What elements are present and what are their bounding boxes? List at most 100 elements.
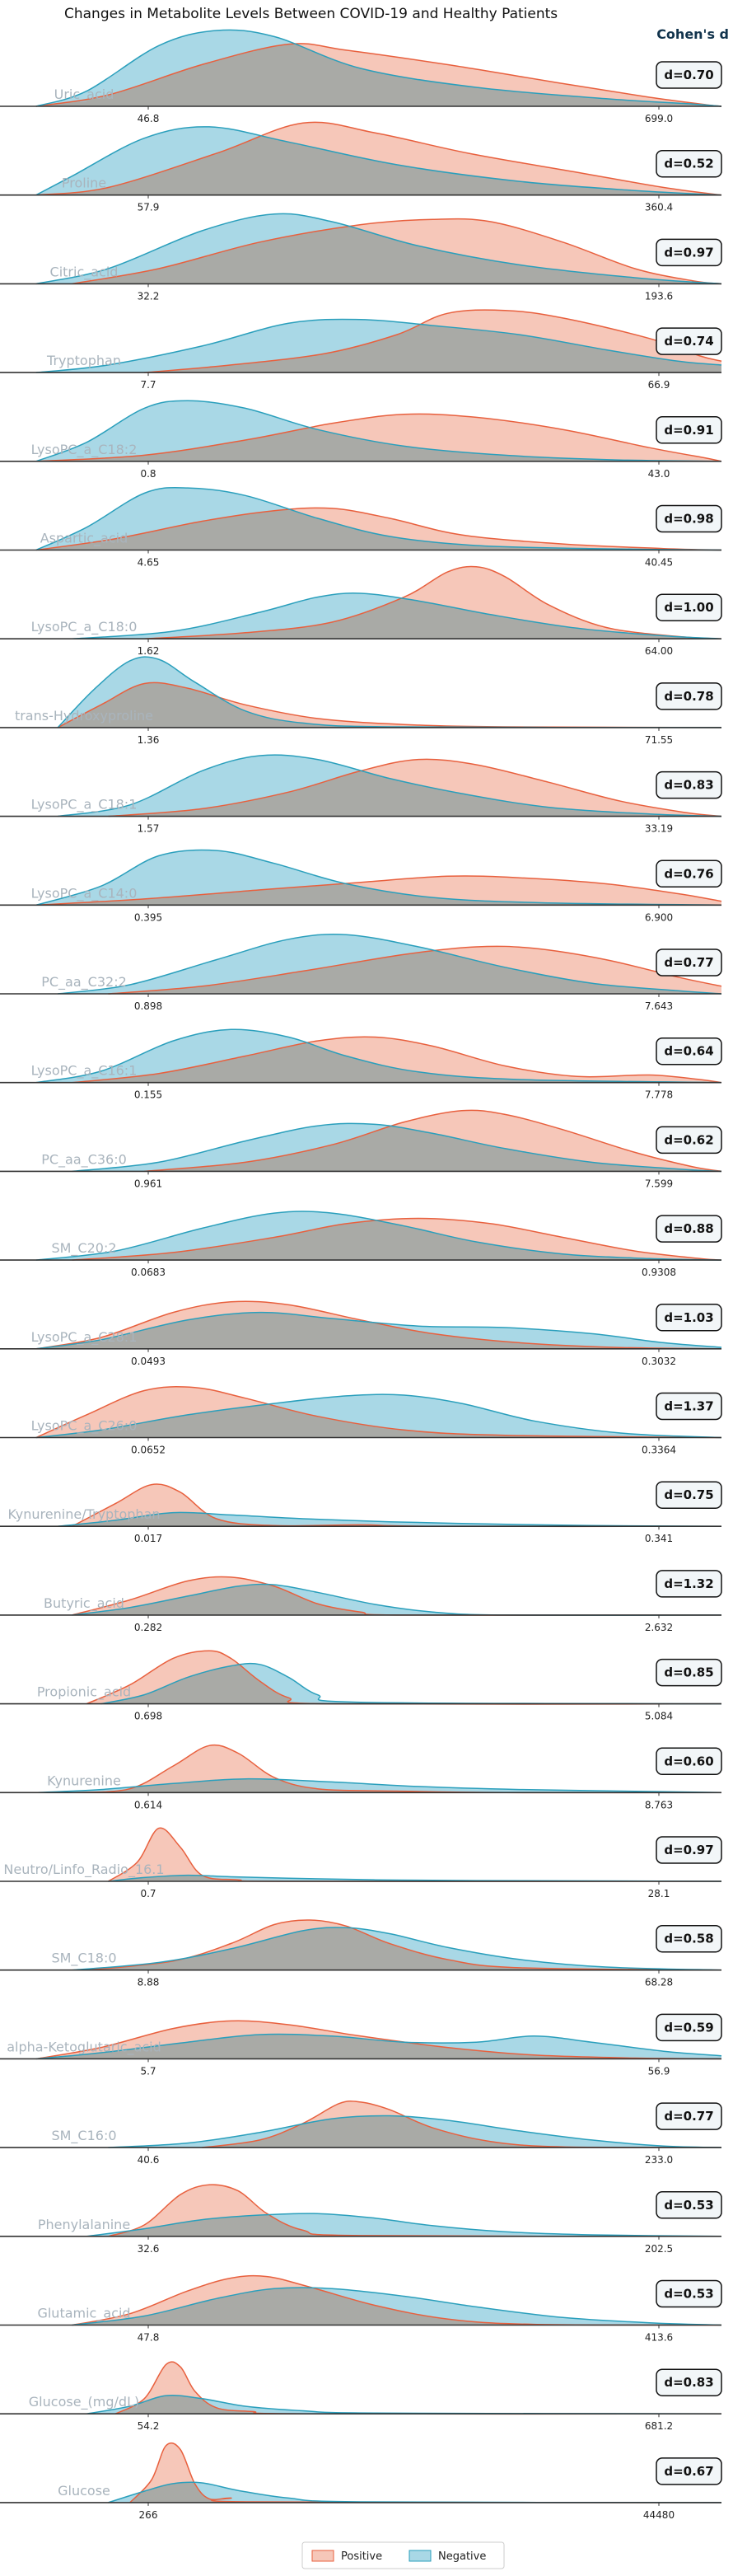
row-label: Phenylalanine: [38, 2217, 130, 2232]
negative-density-line: [57, 754, 722, 817]
tick-label-max: 28.1: [648, 1888, 670, 1899]
tick-label-min: 0.8: [140, 468, 156, 480]
cohens-d-header: Cohen's d: [656, 26, 729, 42]
positive-density-line: [72, 1217, 722, 1261]
legend-box: [301, 2541, 505, 2569]
cohens-d-badge: [656, 682, 722, 710]
row-label: PC_aa_C36:0: [41, 1151, 127, 1168]
tick-label-min: 266: [139, 2509, 158, 2521]
cohens-d-value: d=1.03: [664, 1310, 713, 1325]
tick-label-max: 0.9308: [642, 1267, 676, 1278]
ridge-row: Phenylalanine 32.6 202.5 d=0.53: [0, 2184, 722, 2255]
tick-label-min: 4.65: [138, 557, 160, 569]
ridge-row: LysoPC_a_C18:01.62 64.00 d=1.00: [0, 565, 722, 657]
cohens-d-badge: [656, 416, 722, 444]
negative-density-line: [35, 29, 722, 107]
tick-label-min: 54.2: [138, 2420, 160, 2432]
positive-density-line: [35, 43, 722, 107]
negative-density-line: [35, 1777, 722, 1794]
tick-label-min: 5.7: [140, 2065, 156, 2077]
cohens-d-value: d=0.91: [664, 423, 713, 438]
tick-label-min: 0.7: [140, 1888, 156, 1899]
negative-density-line: [35, 2033, 722, 2060]
tick-label-max: 7.778: [645, 1089, 673, 1101]
tick-label-max: 40.45: [645, 557, 673, 569]
cohens-d-badge: [656, 149, 722, 178]
negative-density-line: [35, 1211, 722, 1261]
negative-density-line: [35, 1393, 722, 1439]
cohens-d-badge: [656, 2457, 722, 2485]
positive-density-line: [108, 945, 722, 995]
row-label: Proline: [62, 176, 106, 191]
positive-density-line: [72, 1036, 722, 1084]
row-label: LysoPC_a_C14:0: [31, 885, 138, 902]
tick-label-max: 233.0: [645, 2154, 673, 2166]
tick-label-max: 68.28: [645, 1977, 673, 1988]
tick-label-min: 0.0683: [131, 1267, 166, 1278]
tick-label-max: 699.0: [645, 113, 673, 124]
ridge-row: Glucose 266 44480 d=0.67: [0, 2442, 722, 2521]
row-label: Glucose: [58, 2483, 110, 2499]
ridge-row: LysoPC_a_C16:1 0.155 7.778 d=0.64: [0, 1028, 722, 1101]
tick-label-max: 5.084: [645, 1711, 673, 1722]
negative-density-line: [108, 2115, 722, 2148]
positive-density-line: [107, 1827, 722, 1882]
cohens-d-badge: [656, 1481, 722, 1509]
cohens-d-value: d=0.83: [664, 2375, 713, 2390]
negative-density-line: [35, 318, 722, 373]
overlap-density-area: [72, 1778, 721, 1793]
cohens-d-value: d=0.75: [664, 1487, 713, 1502]
row-label: Glutamic_acid: [37, 2306, 130, 2322]
tick-label-min: 8.88: [138, 1977, 160, 1988]
tick-label-max: 44480: [643, 2509, 675, 2521]
row-label: Neutro/Linfo_Radio_16.1: [3, 1862, 164, 1878]
tick-label-min: 1.36: [138, 734, 160, 746]
row-label: Kynurenine/Tryptophan: [7, 1506, 160, 1522]
tick-label-max: 6.900: [645, 911, 673, 923]
cohens-d-value: d=0.67: [664, 2464, 713, 2479]
cohens-d-value: d=0.76: [664, 866, 713, 881]
overlap-density-area: [86, 1927, 721, 1970]
ridge-row: SM_C20:2 0.0683 0.9308 d=0.88: [0, 1211, 722, 1278]
ridge-row: Glutamic_acid 47.8 413.6 d=0.53: [0, 2274, 722, 2344]
cohens-d-value: d=0.98: [664, 512, 713, 527]
cohens-d-value: d=0.77: [664, 955, 713, 970]
positive-density-line: [86, 1919, 722, 1971]
tick-label-max: 8.763: [645, 1799, 673, 1810]
ridge-row: Tryptophan 7.7 66.9 d=0.74: [0, 309, 722, 391]
negative-density-line: [35, 400, 722, 462]
negative-density-line: [35, 1311, 722, 1350]
row-label: LysoPC_a_C28:1: [31, 1329, 138, 1346]
cohens-d-value: d=0.53: [664, 2287, 713, 2302]
legend-swatch-positive: [311, 2550, 334, 2562]
cohens-d-badge: [656, 2102, 722, 2130]
positive-density-line: [108, 758, 722, 817]
cohens-d-value: d=0.64: [664, 1044, 713, 1059]
cohens-d-value: d=0.97: [664, 1843, 713, 1857]
tick-label-max: 66.9: [648, 379, 670, 391]
positive-density-line: [202, 2100, 722, 2148]
tick-label-min: 0.017: [134, 1533, 162, 1544]
cohens-d-badge: [656, 1126, 722, 1155]
negative-density-line: [35, 487, 722, 551]
ridge-row: PC_aa_C32:2 0.898 7.643 d=0.77: [0, 933, 722, 1012]
tick-label-min: 32.6: [138, 2243, 160, 2255]
overlap-density-area: [108, 2213, 721, 2236]
cohens-d-badge: [656, 61, 722, 89]
cohens-d-value: d=0.97: [664, 245, 713, 260]
legend-swatch-negative: [409, 2550, 432, 2562]
overlap-density-area: [129, 2482, 721, 2503]
ridge-row: alpha-Ketoglutaric_acid 5.7 56.9 d=0.59: [0, 2013, 722, 2077]
cohens-d-badge: [656, 2013, 722, 2042]
cohens-d-badge: [656, 504, 722, 533]
legend-label-positive: Positive: [341, 2550, 382, 2563]
tick-label-min: 0.961: [134, 1178, 162, 1189]
negative-density-line: [86, 2213, 722, 2237]
overlap-density-area: [100, 1663, 721, 1704]
overlap-density-area: [202, 2115, 721, 2148]
ridge-row: Kynurenine 0.614 8.763 d=0.60: [0, 1744, 722, 1810]
cohens-d-badge: [656, 859, 722, 888]
ridge-row: LysoPC_a_C26:0 0.0652 0.3364 d=1.37: [0, 1386, 722, 1456]
tick-label-max: 2.632: [645, 1622, 673, 1633]
